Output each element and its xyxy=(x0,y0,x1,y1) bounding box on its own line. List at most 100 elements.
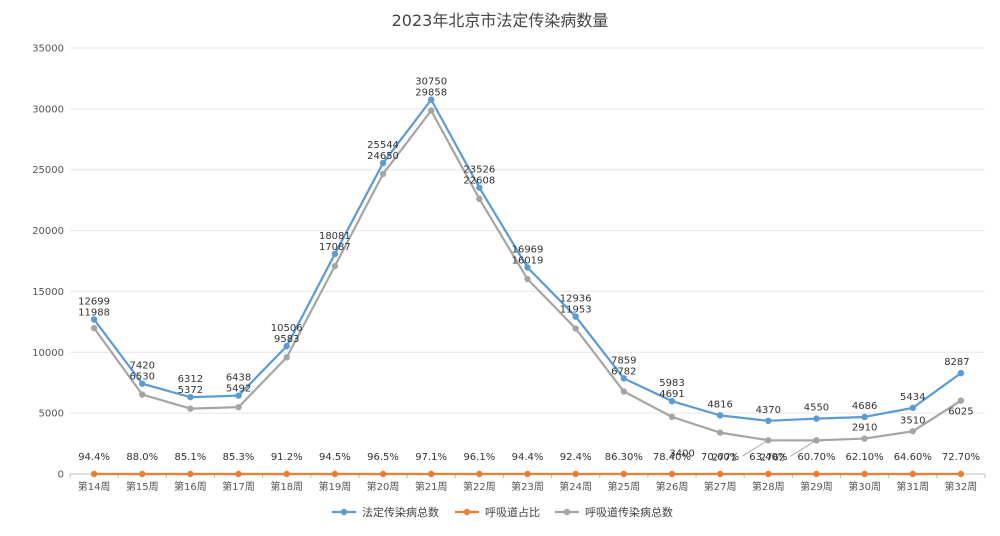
data-point xyxy=(331,470,339,478)
data-label: 4686 xyxy=(852,401,877,412)
data-point xyxy=(524,275,531,283)
y-tick-label: 0 xyxy=(58,470,64,481)
data-label: 60.70% xyxy=(797,452,835,463)
data-point xyxy=(283,342,290,350)
data-point xyxy=(379,159,387,167)
data-point xyxy=(572,325,579,332)
data-point xyxy=(668,470,676,478)
x-tick-label: 第27周 xyxy=(704,480,737,493)
x-tick-label: 第22周 xyxy=(463,480,496,493)
data-point xyxy=(90,470,98,478)
x-tick-label: 第15周 xyxy=(126,480,159,493)
legend-swatch-marker xyxy=(340,508,348,516)
data-label: 96.1% xyxy=(463,452,495,463)
data-point xyxy=(283,470,290,478)
data-point xyxy=(861,413,868,421)
data-point xyxy=(572,470,579,478)
data-point xyxy=(427,107,435,114)
legend-label: 法定传染病总数 xyxy=(362,505,439,519)
legend-label: 呼吸道占比 xyxy=(485,505,540,519)
data-label: 7859 xyxy=(611,355,636,366)
data-label: 94.4% xyxy=(78,452,110,463)
data-label: 64.60% xyxy=(894,452,932,463)
x-tick-label: 第20周 xyxy=(367,480,400,493)
data-label: 8287 xyxy=(944,357,969,368)
data-point xyxy=(283,354,290,361)
data-point xyxy=(668,413,676,421)
data-point xyxy=(139,391,146,398)
x-tick-label: 第23周 xyxy=(511,480,544,493)
data-point xyxy=(620,388,628,395)
data-point xyxy=(813,437,820,444)
data-point xyxy=(379,470,387,478)
data-label: 97.1% xyxy=(415,452,447,463)
x-tick-label: 第18周 xyxy=(270,480,303,493)
x-tick-label: 第21周 xyxy=(415,480,448,493)
data-label: 78.40% xyxy=(653,452,691,463)
data-label: 12699 xyxy=(78,296,110,307)
x-tick-label: 第32周 xyxy=(945,480,978,493)
data-label: 6312 xyxy=(178,374,203,385)
data-point xyxy=(331,250,339,258)
data-label: 70.60% xyxy=(701,452,739,463)
data-point xyxy=(427,470,435,478)
data-label: 6438 xyxy=(226,373,251,384)
data-label: 12936 xyxy=(560,294,592,305)
data-label: 4816 xyxy=(707,399,732,410)
data-point xyxy=(957,397,965,404)
data-point xyxy=(813,415,820,422)
x-axis: 第14周 第15周 第16周 第17周 第18周 第19周 第20周 第21周 第22周 第23周… xyxy=(69,474,986,493)
y-tick-label: 30000 xyxy=(32,104,64,115)
data-label: 94.5% xyxy=(319,452,351,463)
data-label: 18081 xyxy=(319,231,351,242)
data-point xyxy=(235,392,242,399)
data-point xyxy=(909,404,916,412)
data-point xyxy=(331,262,339,270)
data-label: 6530 xyxy=(130,372,155,383)
data-label: 10506 xyxy=(271,323,303,334)
chart-title: 2023年北京市法定传染病数量 xyxy=(392,11,609,30)
data-label: 94.4% xyxy=(512,452,544,463)
data-label: 5492 xyxy=(226,384,251,395)
data-point xyxy=(957,369,965,377)
data-point xyxy=(813,470,820,478)
data-point xyxy=(716,429,724,436)
data-point xyxy=(572,313,579,320)
data-label: 3400 xyxy=(669,449,694,460)
data-label: 7420 xyxy=(130,361,155,372)
x-tick-label: 第17周 xyxy=(222,480,255,493)
data-label: 72.70% xyxy=(942,452,980,463)
data-point xyxy=(90,324,98,332)
data-label: 5434 xyxy=(900,392,925,403)
data-point xyxy=(476,184,483,191)
data-label: 6782 xyxy=(611,366,636,377)
x-tick-label: 第30周 xyxy=(848,480,881,493)
leader-line xyxy=(742,440,767,457)
data-point xyxy=(909,428,916,435)
data-label: 85.1% xyxy=(175,452,207,463)
data-point xyxy=(379,170,387,178)
y-tick-label: 25000 xyxy=(32,165,64,176)
data-point xyxy=(909,470,916,478)
y-tick-label: 20000 xyxy=(32,226,64,237)
leader-line xyxy=(790,441,815,457)
data-label: 2910 xyxy=(852,423,877,434)
data-label: 17087 xyxy=(319,242,351,253)
data-point xyxy=(235,403,242,411)
x-tick-label: 第28周 xyxy=(752,480,785,493)
x-tick-label: 第26周 xyxy=(656,480,689,493)
data-point xyxy=(476,195,483,203)
data-label: 2762 xyxy=(760,452,785,463)
data-point xyxy=(139,380,146,387)
data-label: 2771 xyxy=(712,452,737,463)
data-point xyxy=(861,470,868,478)
data-label: 11953 xyxy=(560,305,592,316)
data-label: 86.30% xyxy=(605,452,643,463)
data-label: 88.0% xyxy=(126,452,158,463)
legend-label: 呼吸道传染病总数 xyxy=(585,505,673,519)
x-tick-label: 第25周 xyxy=(607,480,640,493)
data-label: 30750 xyxy=(415,77,447,88)
x-tick-label: 第19周 xyxy=(319,480,352,493)
data-label: 62.10% xyxy=(846,452,884,463)
